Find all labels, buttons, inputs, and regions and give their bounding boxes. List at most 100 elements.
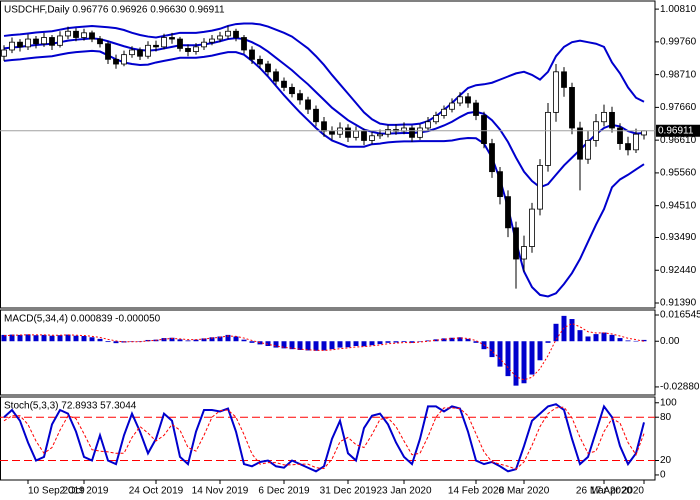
candle-body [417,127,423,138]
y-tick-label: 100 [660,397,677,408]
x-tick-label: 31 Dec 2019 [320,486,377,497]
candle-body [457,96,463,104]
candle-body [297,93,303,101]
macd-bar [369,341,375,346]
candle-body [105,43,111,60]
candle-body [345,127,351,138]
candle-body [433,115,439,123]
macd-bar [313,341,319,351]
macd-bar [233,336,239,342]
y-tick-label: 0.00 [660,336,680,347]
macd-bar [353,341,359,346]
candle-body [41,37,47,45]
macd-bar [65,334,71,342]
candle-body [201,41,207,48]
candle-body [529,208,535,247]
candle-body [329,130,335,135]
candle-body [633,133,639,151]
candle-body [241,37,247,51]
macd-bar [217,336,223,342]
x-tick-label: 14 Nov 2019 [192,486,249,497]
candle-body [161,37,167,48]
macd-bar [49,335,55,342]
y-tick-label: 0.99760 [660,37,697,48]
candle-body [441,108,447,116]
macd-bar [449,337,455,342]
candle-body [609,111,615,129]
candle-body [321,121,327,132]
candle-body [625,143,631,151]
candle-body [233,30,239,38]
macd-bar [225,334,231,342]
candle-body [369,135,375,141]
macd-bar [497,341,503,367]
macd-bar [113,341,119,344]
macd-bar [401,341,407,343]
y-tick-label: 20 [660,455,672,466]
stoch-signal-line [3,406,645,470]
last-price-box [656,124,700,137]
macd-bar [105,341,111,343]
macd-bar [457,337,463,342]
y-tick-label: 0 [660,470,666,481]
macd-bar [553,323,559,342]
candle-body [313,108,319,123]
macd-bar [33,335,39,342]
y-tick-label: 0.93490 [660,232,697,243]
candle-body [577,127,583,160]
macd-bar [641,339,647,342]
candle-body [33,38,39,45]
x-tick-label: 14 Feb 2020 [448,486,505,497]
panel-frame [0,396,656,481]
macd-bar [57,335,63,342]
candle-body [409,127,415,138]
macd-bar [545,341,551,343]
macd-bar [609,334,615,342]
macd-bar [329,341,335,350]
macd-bar [569,319,575,342]
macd-bar [297,341,303,350]
candle-body [537,165,543,210]
candle-body [265,63,271,73]
macd-bar [273,341,279,348]
candle-body [513,227,519,260]
candle-body [521,246,527,260]
x-tick-label: 24 Oct 2019 [129,486,184,497]
candle-body [497,171,503,198]
candle-body [489,143,495,173]
candle-body [281,80,287,88]
macd-bar [265,341,271,346]
candle-body [145,44,151,57]
macd-bar [241,339,247,342]
x-tick-label: 8 Mar 2020 [499,486,550,497]
candle-body [49,37,55,46]
candle-body [81,32,87,38]
candle-body [465,96,471,104]
macd-bar [593,334,599,342]
candle-body [585,140,591,160]
panel-frame [0,309,656,396]
candle-body [353,130,359,138]
panel-frame [0,0,656,309]
candle-body [561,71,567,88]
x-tick-label: 26 Mar 2020 [576,486,633,497]
y-tick-label: 0.95560 [660,168,697,179]
macd-bar [321,341,327,351]
candle-body [249,49,255,60]
candle-body [97,38,103,45]
macd-bar [81,336,87,342]
candle-body [9,41,15,51]
macd-bar [209,337,215,342]
macd-bar [489,341,495,358]
macd-bar [417,341,423,342]
y-tick-label: 0.98710 [660,69,697,80]
candle-body [425,121,431,129]
y-tick-label: 1.00810 [660,4,697,15]
macd-bar [345,341,351,348]
candle-body [121,54,127,65]
x-tick-label: 23 Jan 2020 [376,486,431,497]
y-tick-label: 0.97660 [660,102,697,113]
y-tick-label: 0.96610 [660,135,697,146]
